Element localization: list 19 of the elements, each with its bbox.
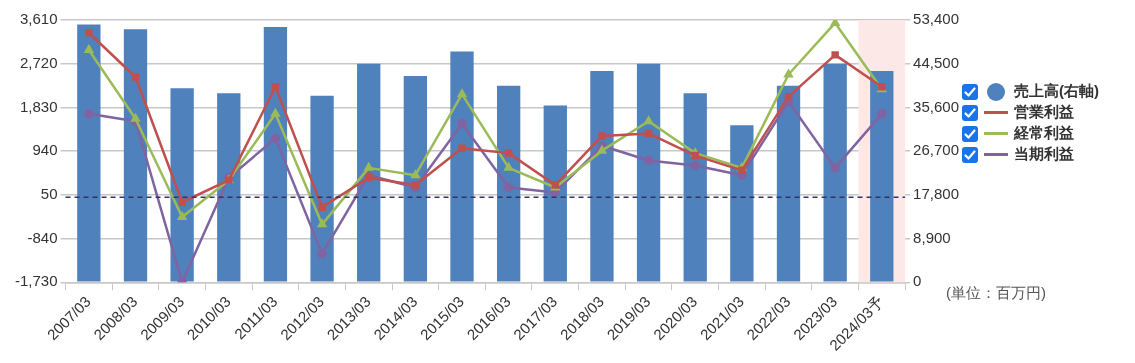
- legend-label: 売上高(右軸): [1014, 82, 1099, 101]
- y-tick-label: 50: [40, 185, 58, 203]
- text: (単位：百万円): [946, 284, 1046, 303]
- y2-tick-label: 8,900: [913, 228, 951, 246]
- y2-tick-label: 44,500: [913, 53, 960, 71]
- y-tick-label: 2,720: [19, 53, 58, 71]
- y2-tick-label: 53,400: [913, 10, 960, 28]
- y-tick-label: 3,610: [19, 10, 58, 28]
- legend-label: 当期利益: [1014, 145, 1074, 164]
- y-tick-label: -840: [27, 228, 58, 246]
- y-tick-label: -1,730: [14, 272, 58, 290]
- y2-tick-label: 35,600: [913, 97, 960, 115]
- legend-label: 経常利益: [1014, 124, 1074, 143]
- y-tick-label: 1,830: [19, 97, 58, 115]
- y2-tick-label: 26,700: [913, 141, 960, 159]
- y2-tick-label: 0: [913, 272, 922, 290]
- y2-tick-label: 17,800: [913, 185, 960, 203]
- legend-label: 営業利益: [1014, 103, 1074, 122]
- y-tick-label: 940: [32, 141, 58, 159]
